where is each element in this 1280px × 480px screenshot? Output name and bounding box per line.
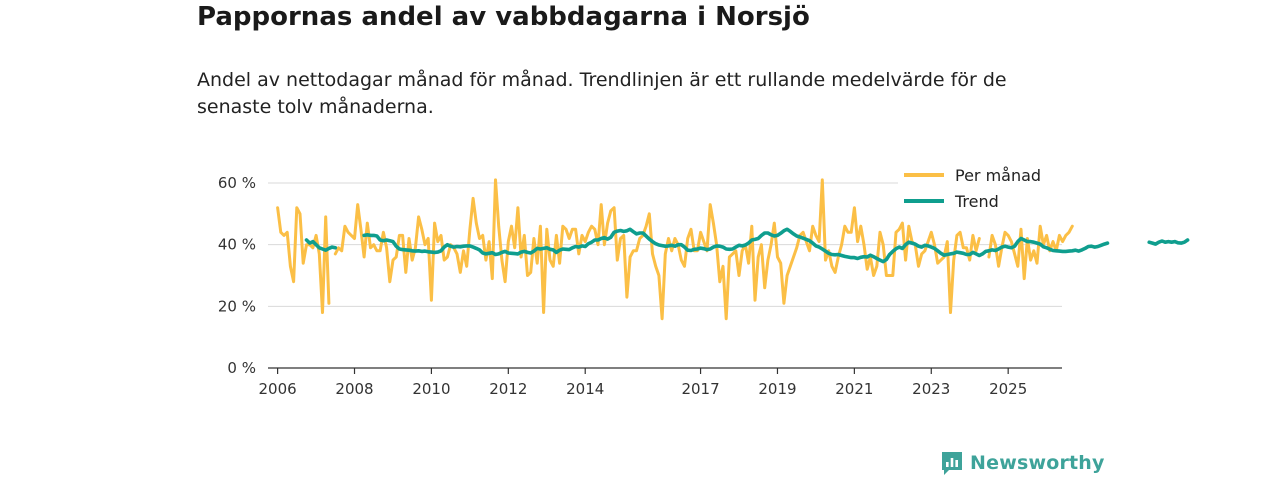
y-tick-label: 20 % (218, 297, 256, 315)
newsworthy-logo-text: Newsworthy (970, 452, 1105, 474)
x-tick-label: 2021 (835, 380, 873, 398)
x-tick-label: 2008 (335, 380, 373, 398)
legend-label-per-manad: Per månad (955, 166, 1041, 185)
x-tick-label: 2019 (758, 380, 796, 398)
y-tick-label: 40 % (218, 236, 256, 254)
x-tick-label: 2017 (681, 380, 719, 398)
x-tick-label: 2006 (259, 380, 297, 398)
series-per-manad-line-1 (333, 178, 981, 321)
chart-subtitle: Andel av nettodagar månad för månad. Tre… (197, 69, 1007, 118)
series-per-manad-line-0 (276, 206, 331, 314)
chart-title: Pappornas andel av vabbdagarna i Norsjö (197, 2, 810, 32)
series-trend-line-1 (362, 227, 1110, 264)
newsworthy-logo-icon (942, 452, 962, 475)
y-tick-label: 0 % (227, 359, 256, 377)
x-tick-label: 2010 (412, 380, 450, 398)
series-trend-line-2 (1147, 238, 1190, 246)
axes: 0 % 20 % 40 % 60 % 2006 2008 2010 2012 2014 2017 2… (218, 174, 1062, 398)
series-layer (276, 178, 1190, 321)
x-tick-label: 2023 (912, 380, 950, 398)
x-tick-label: 2025 (989, 380, 1027, 398)
series-per-manad-line-2 (987, 224, 1074, 281)
legend-label-trend: Trend (954, 192, 999, 211)
newsworthy-logo: Newsworthy (940, 450, 1105, 476)
x-tick-label: 2014 (566, 380, 604, 398)
x-tick-label: 2012 (489, 380, 527, 398)
legend: Per månad Trend (898, 151, 1066, 211)
series-trend-line-0 (304, 238, 338, 252)
y-tick-label: 60 % (218, 174, 256, 192)
